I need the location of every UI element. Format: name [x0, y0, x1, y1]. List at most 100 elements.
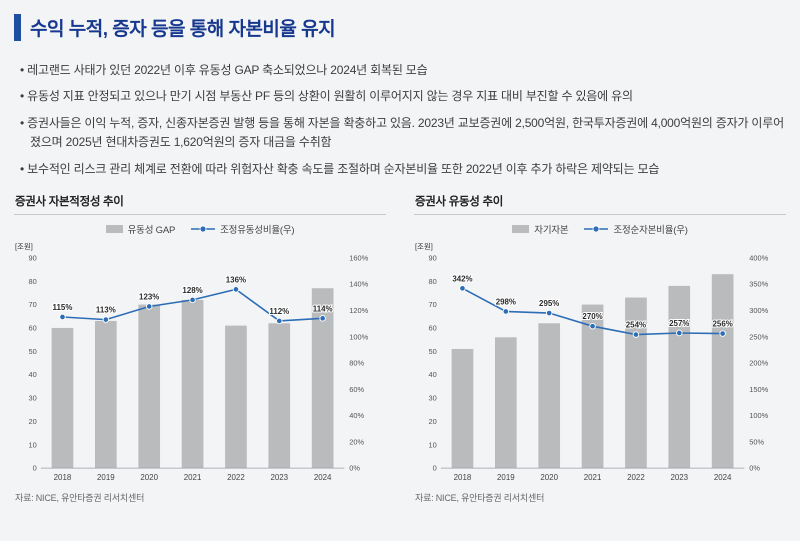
- x-axis-tick: 2019: [497, 473, 515, 482]
- data-label: 295%: [539, 299, 559, 308]
- data-label: 298%: [496, 298, 516, 307]
- line-marker: [189, 296, 196, 304]
- title-row: 수익 누적, 증자 등을 통해 자본비율 유지: [14, 14, 786, 41]
- bar: [225, 325, 247, 469]
- x-axis-tick: 2023: [670, 473, 688, 482]
- x-axis-tick: 2022: [627, 473, 645, 482]
- right-axis-tick: 200%: [749, 359, 768, 368]
- line-marker: [589, 323, 596, 330]
- bar: [581, 304, 604, 469]
- line-marker: [459, 285, 466, 292]
- bar: [51, 328, 74, 469]
- x-axis-tick: 2021: [584, 473, 602, 482]
- line-marker: [632, 331, 640, 339]
- left-axis-tick: 0: [433, 464, 437, 473]
- right-axis-tick: 400%: [749, 254, 768, 263]
- left-axis-tick: 30: [29, 394, 37, 403]
- legend-item: 유동성 GAP: [105, 222, 176, 236]
- right-axis-tick: 50%: [749, 438, 764, 447]
- left-axis-tick: 10: [29, 441, 37, 450]
- right-axis-tick: 150%: [749, 385, 768, 394]
- chart-title: 증권사 자본적정성 추이: [14, 193, 386, 216]
- line-marker: [59, 313, 66, 321]
- bullet-item: 보수적인 리스크 관리 체계로 전환에 따라 위험자산 확충 속도를 조절하며 …: [16, 160, 784, 179]
- chart-legend: 자기자본 조정순자본비율(우): [414, 220, 786, 237]
- right-axis-tick: 300%: [749, 306, 768, 315]
- legend-line-swatch: [191, 225, 216, 233]
- x-axis-tick: 2020: [540, 473, 558, 482]
- line-marker: [719, 330, 726, 337]
- legend-label: 유동성 GAP: [127, 224, 176, 236]
- data-label: 270%: [582, 312, 602, 321]
- data-label: 254%: [626, 321, 646, 330]
- chart-panel-capital-adequacy: 증권사 자본적정성 추이 유동성 GAP 조정유동성비율(우) [조원] 0 10 20…: [14, 193, 386, 504]
- legend-item: 자기자본: [512, 222, 569, 236]
- x-axis-tick: 2024: [314, 473, 332, 482]
- left-axis-tick: 90: [429, 254, 437, 263]
- legend-item: 조정순자본비율(우): [584, 222, 688, 236]
- line-marker: [676, 329, 683, 337]
- right-axis-tick: 160%: [349, 254, 368, 263]
- left-axis-tick: 50: [29, 347, 37, 356]
- data-label: 112%: [269, 307, 289, 316]
- page-title: 수익 누적, 증자 등을 통해 자본비율 유지: [30, 19, 336, 40]
- bullet-item: 유동성 지표 안정되고 있으나 만기 시점 부동산 PF 등의 상환이 원활히 …: [16, 87, 784, 106]
- right-axis-tick: 20%: [349, 438, 364, 447]
- legend-label: 조정순자본비율(우): [613, 224, 688, 236]
- left-axis-tick: 40: [429, 370, 437, 379]
- bar: [625, 297, 647, 469]
- right-axis-tick: 100%: [349, 332, 368, 341]
- bar: [451, 349, 474, 469]
- title-accent-bar: [14, 14, 21, 41]
- x-axis-tick: 2023: [270, 473, 288, 482]
- right-axis-tick: 80%: [349, 359, 364, 368]
- x-axis-tick: 2020: [140, 473, 158, 482]
- right-axis-tick: 250%: [749, 332, 768, 341]
- left-axis-tick: 50: [429, 347, 437, 356]
- left-axis-tick: 0: [33, 464, 37, 473]
- data-label: 257%: [669, 319, 689, 328]
- chart-canvas: [조원] 0 10 20 30 40 50 60 70 80 90 0% 20% 40% 60% 80% 100…: [15, 242, 369, 482]
- chart-legend: 유동성 GAP 조정유동성비율(우): [14, 220, 386, 237]
- bar: [711, 274, 734, 469]
- left-axis-tick: 30: [429, 394, 437, 403]
- x-axis-tick: 2019: [97, 473, 115, 482]
- data-label: 114%: [313, 305, 333, 314]
- chart-source: 자료: NICE, 유안타증권 리서치센터: [15, 493, 145, 504]
- line-marker: [502, 308, 510, 315]
- right-axis-tick: 140%: [349, 280, 368, 289]
- unit-label: [조원]: [15, 242, 33, 251]
- bar: [268, 323, 291, 469]
- unit-label: [조원]: [415, 242, 433, 251]
- right-axis-tick: 120%: [349, 306, 368, 315]
- right-axis-tick: 100%: [749, 411, 768, 420]
- left-axis-tick: 70: [429, 300, 437, 309]
- data-label: 136%: [226, 276, 246, 285]
- left-axis-tick: 90: [29, 254, 37, 263]
- bar: [311, 288, 334, 469]
- bar: [538, 323, 561, 469]
- data-label: 113%: [96, 306, 116, 315]
- data-label: 128%: [182, 286, 202, 295]
- data-label: 256%: [713, 320, 733, 329]
- bar: [668, 286, 691, 469]
- data-label: 115%: [53, 303, 73, 312]
- bar: [181, 300, 204, 469]
- x-axis-tick: 2018: [54, 473, 72, 482]
- line-marker: [545, 310, 553, 317]
- legend-label: 조정유동성비율(우): [220, 224, 295, 236]
- bar: [494, 337, 517, 469]
- bullet-item: 증권사들은 이익 누적, 증자, 신종자본증권 발행 등을 통해 자본을 확충하…: [16, 114, 784, 153]
- left-axis-tick: 80: [29, 277, 37, 286]
- data-label: 123%: [139, 293, 159, 302]
- chart-panel-liquidity: 증권사 유동성 추이 자기자본 조정순자본비율(우) [조원] 0 10 20 30 40 5…: [414, 193, 786, 504]
- x-axis-tick: 2018: [454, 473, 472, 482]
- right-axis-tick: 40%: [349, 411, 364, 420]
- left-axis-tick: 20: [29, 417, 37, 426]
- left-axis-tick: 10: [429, 441, 437, 450]
- line-marker: [276, 317, 283, 325]
- bullet-item: 레고랜드 사태가 있던 2022년 이후 유동성 GAP 축소되었으나 2024…: [16, 61, 784, 80]
- chart-title: 증권사 유동성 추이: [414, 193, 786, 216]
- legend-bar-swatch: [512, 224, 530, 233]
